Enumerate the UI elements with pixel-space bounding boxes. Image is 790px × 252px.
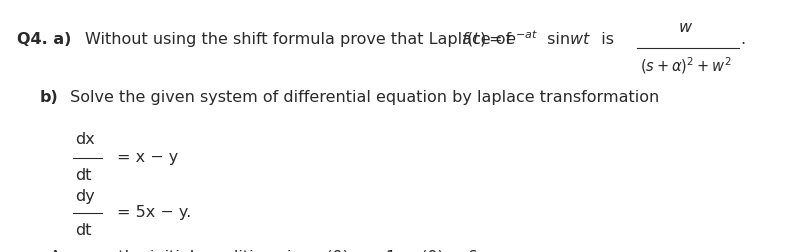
Text: Solve the given system of differential equation by laplace transformation: Solve the given system of differential e…: [65, 89, 659, 105]
Text: $wt$: $wt$: [569, 31, 591, 47]
Text: Without using the shift formula prove that Laplace of: Without using the shift formula prove th…: [85, 32, 511, 47]
Text: $f(t)=e^{-at}$: $f(t)=e^{-at}$: [461, 29, 539, 49]
Text: dt: dt: [75, 223, 92, 238]
Text: dy: dy: [75, 189, 95, 204]
Text: b): b): [40, 89, 58, 105]
Text: is: is: [591, 32, 614, 47]
Text: = 5x − y.: = 5x − y.: [117, 205, 191, 220]
Text: .: .: [740, 32, 745, 47]
Text: Q4. a): Q4. a): [17, 32, 72, 47]
Text: = x − y: = x − y: [117, 150, 179, 165]
Text: $w$: $w$: [678, 20, 694, 35]
Text: Assume the initial conditions i.e  x(0) = −1,  y(0) = 6.: Assume the initial conditions i.e x(0) =…: [50, 249, 483, 252]
Text: $(s+\alpha)^2+w^2$: $(s+\alpha)^2+w^2$: [640, 55, 732, 76]
Text: dt: dt: [75, 168, 92, 183]
Text: sin: sin: [542, 32, 575, 47]
Text: dx: dx: [75, 132, 95, 147]
